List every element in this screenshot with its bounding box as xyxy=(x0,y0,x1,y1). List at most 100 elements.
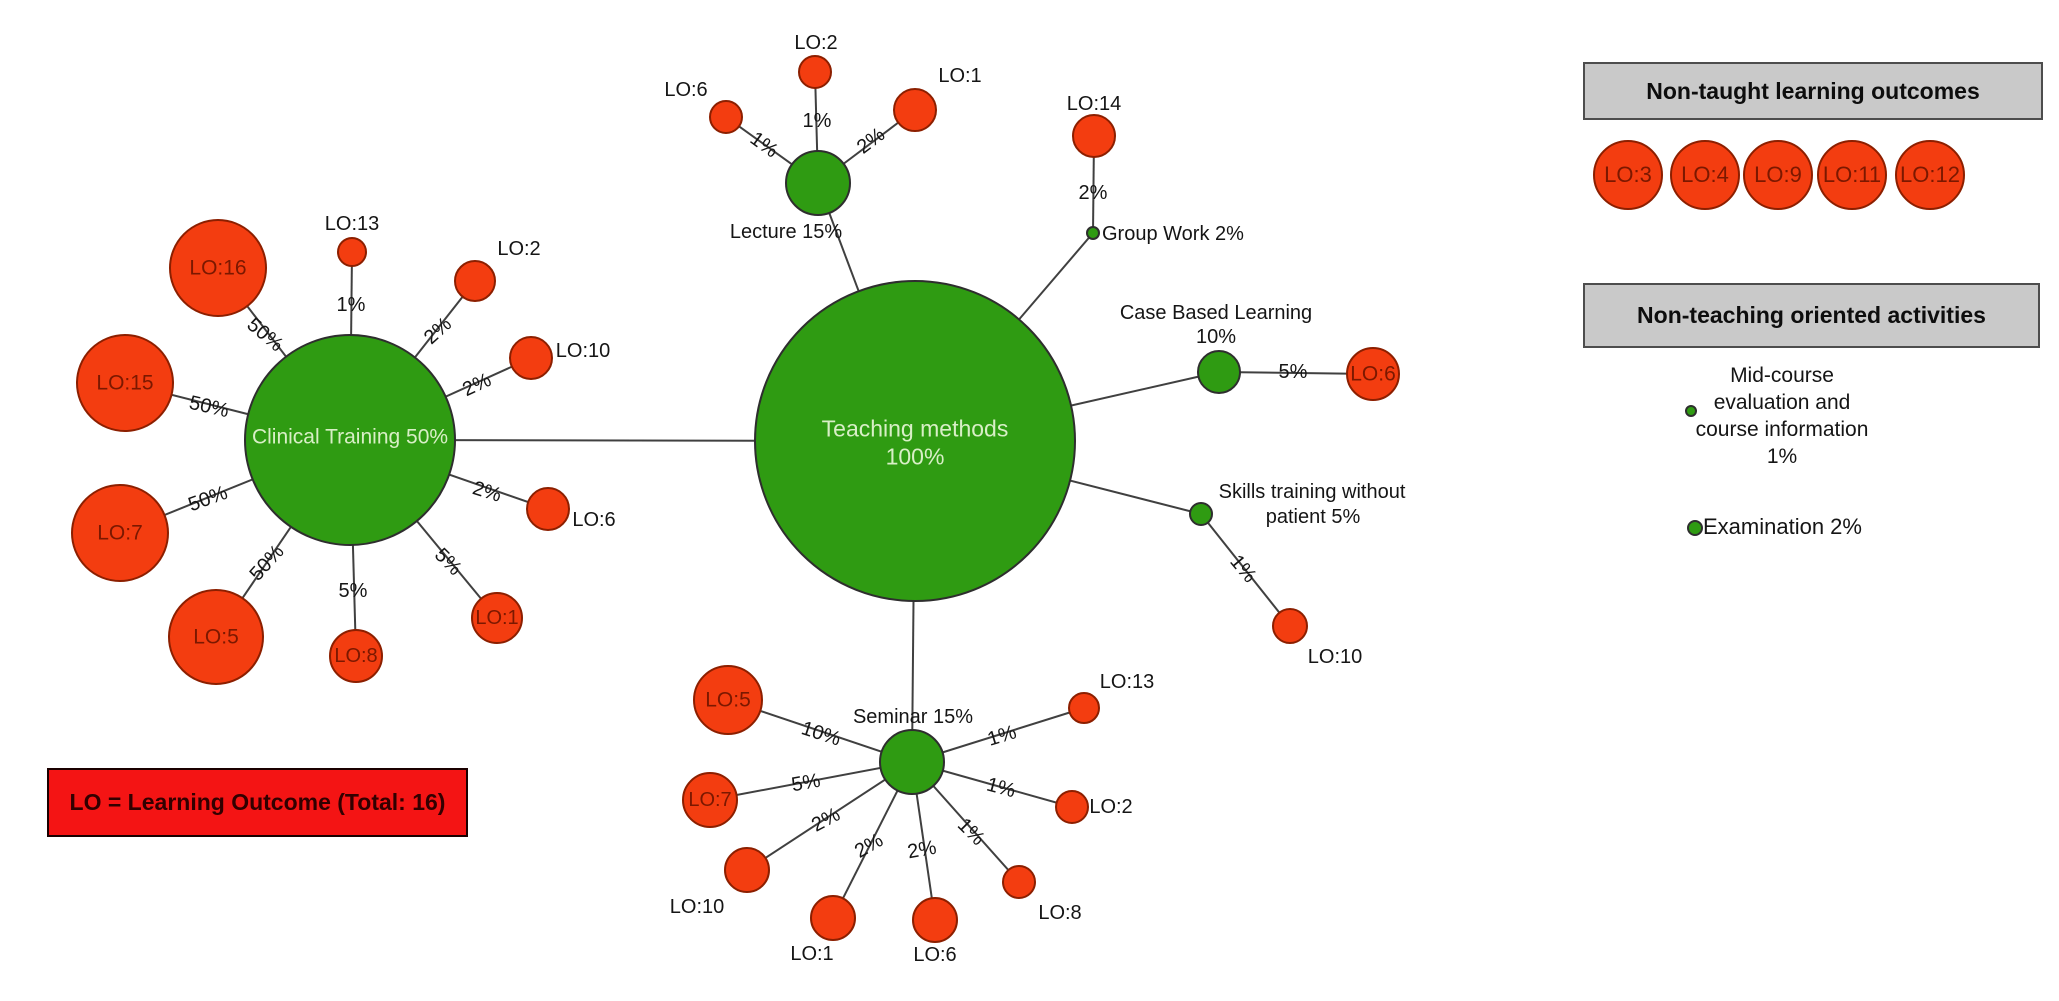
node-skills-training xyxy=(1189,502,1213,526)
mid-course-line2: evaluation and xyxy=(1713,391,1851,414)
lo5-clinical-label: LO:5 xyxy=(193,625,239,649)
lo10-skills-label: LO:10 xyxy=(1307,646,1363,668)
lo7-seminar-label: LO:7 xyxy=(688,789,732,811)
node-lo1-lecture xyxy=(893,88,937,132)
node-case-based-learning xyxy=(1197,350,1241,394)
legend-header-non-taught: Non-taught learning outcomes xyxy=(1583,62,2043,120)
node-lo10-seminar xyxy=(724,847,770,893)
legend-circle-lo9 xyxy=(1743,140,1813,210)
lo6-lecture-label: LO:6 xyxy=(664,79,708,101)
mid-course-line3: course information xyxy=(1695,418,1869,441)
lo8-seminar-label: LO:8 xyxy=(1038,902,1082,924)
lo7-clinical-label: LO:7 xyxy=(97,521,143,545)
node-lo13-seminar xyxy=(1068,692,1100,724)
node-seminar xyxy=(879,729,945,795)
teaching-methods-percent: 100% xyxy=(885,443,945,470)
edge-seminar-lo7 xyxy=(709,761,913,801)
edge-label-groupwork-lo14: 2% xyxy=(1078,182,1108,204)
lo6-case-label: LO:6 xyxy=(1350,362,1396,386)
legend-label-lo3: LO:3 xyxy=(1604,162,1652,187)
node-lo6-seminar xyxy=(912,897,958,943)
case-based-learning-label: Case Based Learning xyxy=(1119,302,1313,324)
node-lo14-groupwork xyxy=(1072,114,1116,158)
edge-label-lecture-lo2: 1% xyxy=(802,110,832,132)
node-lo6-lecture xyxy=(709,100,743,134)
legend-label-lo9: LO:9 xyxy=(1754,162,1802,187)
dot-mid-course xyxy=(1685,405,1697,417)
dot-examination xyxy=(1687,520,1703,536)
node-lo8-clinical xyxy=(329,629,383,683)
lo1-clinical-label: LO:1 xyxy=(475,607,519,629)
edge-label-clinical-lo8: 5% xyxy=(338,580,368,602)
node-lo7-seminar xyxy=(682,772,738,828)
node-lo8-seminar xyxy=(1002,865,1036,899)
node-lo15-clinical xyxy=(76,334,174,432)
node-lecture xyxy=(785,150,851,216)
note-box: LO = Learning Outcome (Total: 16) xyxy=(47,768,468,837)
mid-course-line1: Mid-course xyxy=(1730,364,1834,387)
legend-circle-lo3 xyxy=(1593,140,1663,210)
edge-label-case-lo6: 5% xyxy=(1278,361,1308,383)
clinical-training-label: Clinical Training 50% xyxy=(251,425,449,449)
legend-title-non-taught: Non-taught learning outcomes xyxy=(1646,77,1980,104)
node-lo2-seminar xyxy=(1055,790,1089,824)
node-lo5-seminar xyxy=(693,665,763,735)
mid-course-label: Mid-course evaluation and course informa… xyxy=(1671,362,1893,470)
node-lo16-clinical xyxy=(169,219,267,317)
skills-training-label-line1: Skills training without xyxy=(1218,481,1406,503)
node-lo1-clinical xyxy=(471,592,523,644)
node-lo13-clinical xyxy=(337,237,367,267)
lo2-seminar-label: LO:2 xyxy=(1089,796,1133,818)
lo10-clinical-label: LO:10 xyxy=(555,340,611,362)
node-group-work xyxy=(1086,226,1100,240)
skills-training-label-line2: patient 5% xyxy=(1265,506,1361,528)
mid-course-line4: 1% xyxy=(1766,445,1798,468)
lo6-seminar-label: LO:6 xyxy=(913,944,957,966)
edge-label-seminar-lo6: 2% xyxy=(905,836,939,864)
outcome-nodes xyxy=(71,55,1965,943)
legend-circle-lo11 xyxy=(1817,140,1887,210)
legend-title-non-teaching: Non-teaching oriented activities xyxy=(1637,302,1986,328)
lo2-lecture-label: LO:2 xyxy=(794,32,838,54)
node-clinical-training xyxy=(244,334,456,546)
group-work-label: Group Work 2% xyxy=(1102,223,1244,245)
node-lo7-clinical xyxy=(71,484,169,582)
node-lo1-seminar xyxy=(810,895,856,941)
lecture-label: Lecture 15% xyxy=(729,221,843,243)
lo14-label: LO:14 xyxy=(1066,93,1122,115)
node-lo5-clinical xyxy=(168,589,264,685)
seminar-label: Seminar 15% xyxy=(852,706,974,728)
lo15-clinical-label: LO:15 xyxy=(96,371,154,395)
legend-label-lo11: LO:11 xyxy=(1822,162,1882,187)
examination-label: Examination 2% xyxy=(1703,514,1862,539)
node-lo10-clinical xyxy=(509,336,553,380)
case-based-learning-percent: 10% xyxy=(1195,326,1237,348)
edge-label-seminar-lo7: 5% xyxy=(789,769,823,797)
lo1-lecture-label: LO:1 xyxy=(938,65,982,87)
lo2-clinical-label: LO:2 xyxy=(497,238,541,260)
edge-label-clinical-lo13: 1% xyxy=(336,294,366,316)
note-text: LO = Learning Outcome (Total: 16) xyxy=(69,789,446,815)
legend-label-lo4: LO:4 xyxy=(1681,162,1729,187)
lo16-clinical-label: LO:16 xyxy=(189,256,247,280)
lo1-seminar-label: LO:1 xyxy=(790,943,834,965)
lo6-clinical-label: LO:6 xyxy=(572,509,616,531)
method-nodes xyxy=(244,150,1703,795)
node-lo2-lecture xyxy=(798,55,832,89)
node-teaching-methods xyxy=(754,280,1076,602)
legend-label-lo12: LO:12 xyxy=(1900,162,1960,187)
legend-header-non-teaching: Non-teaching oriented activities xyxy=(1583,283,2040,348)
lo8-clinical-label: LO:8 xyxy=(334,645,378,667)
lo13-clinical-label: LO:13 xyxy=(324,213,380,235)
node-lo2-clinical xyxy=(454,260,496,302)
edge-skills-lo10 xyxy=(1200,513,1291,627)
node-lo6-case xyxy=(1346,347,1400,401)
lo10-seminar-label: LO:10 xyxy=(669,896,725,918)
legend-circle-lo12 xyxy=(1895,140,1965,210)
teaching-methods-label: Teaching methods xyxy=(821,415,1009,442)
lo5-seminar-label: LO:5 xyxy=(705,688,751,712)
node-lo10-skills xyxy=(1272,608,1308,644)
legend-circle-lo4 xyxy=(1670,140,1740,210)
